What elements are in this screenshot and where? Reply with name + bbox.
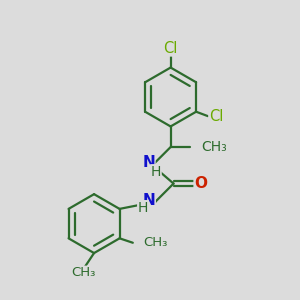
- Text: N: N: [142, 155, 155, 170]
- Text: Cl: Cl: [209, 109, 223, 124]
- Text: H: H: [151, 165, 161, 179]
- Text: CH₃: CH₃: [143, 236, 167, 249]
- Text: CH₃: CH₃: [72, 266, 96, 279]
- Text: H: H: [138, 201, 148, 215]
- Text: Cl: Cl: [164, 41, 178, 56]
- Text: CH₃: CH₃: [201, 140, 227, 154]
- Text: N: N: [142, 193, 155, 208]
- Text: O: O: [194, 176, 207, 191]
